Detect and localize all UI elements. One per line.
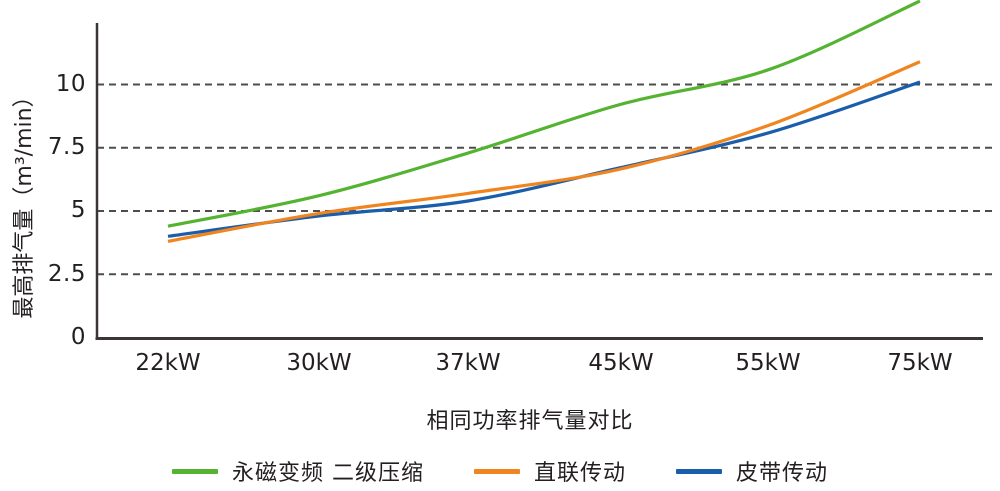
series-line-0 xyxy=(167,0,921,228)
chart-legend: 永磁变频 二级压缩 直联传动 皮带传动 xyxy=(0,455,1000,487)
series-line-2 xyxy=(167,80,921,238)
legend-label: 直联传动 xyxy=(533,461,626,486)
x-tick-label: 37kW xyxy=(435,350,501,376)
y-tick-label: 10 xyxy=(55,71,86,97)
legend-item-series-0[interactable]: 永磁变频 二级压缩 xyxy=(171,455,424,487)
series-line-1 xyxy=(167,60,921,243)
blue-line-swatch-icon xyxy=(676,468,722,474)
y-tick-label: 2.5 xyxy=(47,261,86,287)
x-tick-label: 30kW xyxy=(286,350,352,376)
orange-line-swatch-icon xyxy=(473,468,520,474)
x-tick-label: 45kW xyxy=(588,350,654,376)
legend-label: 永磁变频 二级压缩 xyxy=(231,461,424,486)
legend-label: 皮带传动 xyxy=(736,461,829,486)
y-tick-label: 5 xyxy=(70,197,86,223)
legend-item-series-2[interactable]: 皮带传动 xyxy=(676,455,828,487)
x-axis-title: 相同功率排气量对比 xyxy=(426,409,634,434)
x-tick-label: 22kW xyxy=(135,350,201,376)
legend-item-series-1[interactable]: 直联传动 xyxy=(473,455,626,487)
y-tick-label: 0 xyxy=(70,324,86,350)
green-line-swatch-icon xyxy=(171,468,218,474)
x-tick-label: 55kW xyxy=(735,350,801,376)
line-chart-plot-area xyxy=(95,0,997,340)
y-tick-label: 7.5 xyxy=(47,134,86,160)
x-tick-label: 75kW xyxy=(887,350,953,376)
